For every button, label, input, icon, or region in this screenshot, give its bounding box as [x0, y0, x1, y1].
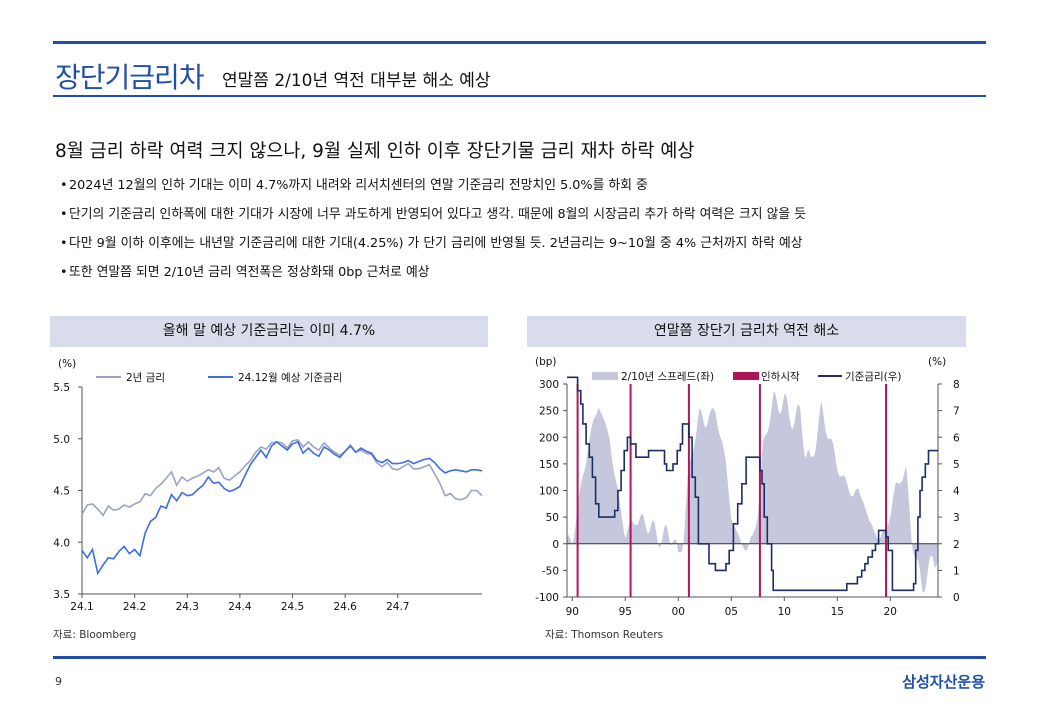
right-tick-label: 4 [953, 486, 960, 498]
x-tick-label: 24.2 [123, 601, 146, 613]
x-tick-label: 24.3 [176, 601, 199, 613]
legend-swatch-spread [592, 372, 618, 380]
y-tick-label: 4.0 [53, 537, 70, 549]
series-line-2 [81, 440, 483, 576]
left-tick-label: -100 [535, 592, 559, 604]
bullet-text: 단기의 기준금리 인하폭에 대한 기대가 시장에 너무 과도하게 반영되어 있다… [69, 207, 807, 222]
bullet-item: •2024년 12월의 인하 기대는 이미 4.7%까지 내려와 리서치센터의 … [60, 178, 648, 193]
bullet-item: •다만 9월 이하 이후에는 내년말 기준금리에 대한 기대(4.25%) 가 … [60, 236, 803, 251]
title-rule [53, 95, 986, 97]
left-axis-unit: (bp) [535, 356, 557, 368]
series-line-1 [81, 438, 483, 517]
top-rule [53, 41, 986, 44]
bullet-text: 또한 연말쯤 되면 2/10년 금리 역전폭은 정상화돼 0bp 근처로 예상 [69, 265, 430, 280]
spread-chart: (bp) (%)300250200150100500-50-10087654321… [535, 356, 960, 618]
legend-label: 2년 금리 [126, 372, 165, 384]
right-chart-title: 연말쯤 장단기 금리차 역전 해소 [527, 316, 966, 347]
right-chart-source: 자료: Thomson Reuters [545, 629, 664, 641]
y-axis-unit: (%) [58, 358, 76, 370]
right-tick-label: 7 [953, 406, 960, 418]
legend-label: 인하시작 [761, 370, 800, 383]
bullet-list: •2024년 12월의 인하 기대는 이미 4.7%까지 내려와 리서치센터의 … [60, 176, 806, 292]
x-tick-label: 24.4 [228, 601, 252, 613]
left-tick-label: 100 [539, 486, 559, 498]
legend-swatch-cut [733, 372, 759, 380]
left-tick-label: 50 [546, 512, 559, 524]
right-tick-label: 3 [953, 512, 960, 524]
y-tick-label: 5.5 [53, 382, 70, 394]
headline: 8월 금리 하락 여력 크지 않으나, 9월 실제 인하 이후 장단기물 금리 … [55, 141, 695, 162]
right-tick-label: 5 [953, 459, 960, 471]
x-tick-label: 05 [725, 606, 738, 618]
legend-label: 24.12월 예상 기준금리 [238, 371, 342, 384]
brand-logo: 삼성자산운용 [902, 673, 985, 691]
x-tick-label: 24.6 [333, 601, 357, 613]
page-number: 9 [55, 675, 62, 688]
rate-expectation-chart: (%) 5.5 5.0 4.5 4.0 3.524.1 24.2 24.3 24.4 24.5 24… [53, 358, 483, 613]
left-chart-title: 올해 말 예상 기준금리는 이미 4.7% [50, 316, 488, 347]
x-tick-label: 24.7 [386, 601, 409, 613]
x-tick-label: 10 [778, 606, 791, 618]
left-tick-label: 150 [539, 459, 559, 471]
left-tick-label: 300 [539, 379, 559, 391]
x-tick-label: 00 [672, 606, 685, 618]
page-title: 장단기금리차 [55, 61, 205, 94]
fed-rate-line [567, 376, 938, 592]
bullet-item: •또한 연말쯤 되면 2/10년 금리 역전폭은 정상화돼 0bp 근처로 예상 [60, 265, 430, 280]
y-tick-label: 5.0 [53, 434, 70, 446]
right-tick-label: 0 [953, 592, 960, 604]
right-axis-unit: (%) [928, 356, 946, 368]
right-tick-label: 1 [953, 565, 960, 577]
x-tick-label: 15 [831, 606, 844, 618]
left-chart-source: 자료: Bloomberg [53, 629, 137, 641]
x-tick-label: 95 [619, 606, 632, 618]
legend-label: 2/10년 스프레드(좌) [621, 371, 714, 383]
left-tick-label: 250 [539, 406, 559, 418]
right-tick-label: 6 [953, 432, 960, 444]
legend-label: 기준금리(우) [845, 371, 902, 383]
y-tick-label: 4.5 [53, 486, 70, 498]
x-tick-label: 90 [566, 606, 579, 618]
bullet-text: 2024년 12월의 인하 기대는 이미 4.7%까지 내려와 리서치센터의 연… [69, 178, 648, 193]
bullet-text: 다만 9월 이하 이후에는 내년말 기준금리에 대한 기대(4.25%) 가 단… [69, 236, 803, 251]
x-tick-label: 24.5 [281, 601, 304, 613]
left-tick-label: 200 [539, 432, 559, 444]
y-tick-label: 3.5 [53, 589, 70, 601]
x-tick-label: 24.1 [70, 601, 93, 613]
x-tick-label: 20 [884, 606, 897, 618]
left-tick-label: 0 [552, 539, 559, 551]
bullet-item: •단기의 기준금리 인하폭에 대한 기대가 시장에 너무 과도하게 반영되어 있… [60, 207, 807, 222]
right-tick-label: 8 [953, 379, 960, 391]
bottom-rule [53, 656, 986, 659]
left-tick-label: -50 [542, 565, 559, 577]
page-subtitle: 연말쯤 2/10년 역전 대부분 해소 예상 [222, 71, 491, 91]
right-tick-label: 2 [953, 539, 960, 551]
spread-area [567, 392, 938, 593]
